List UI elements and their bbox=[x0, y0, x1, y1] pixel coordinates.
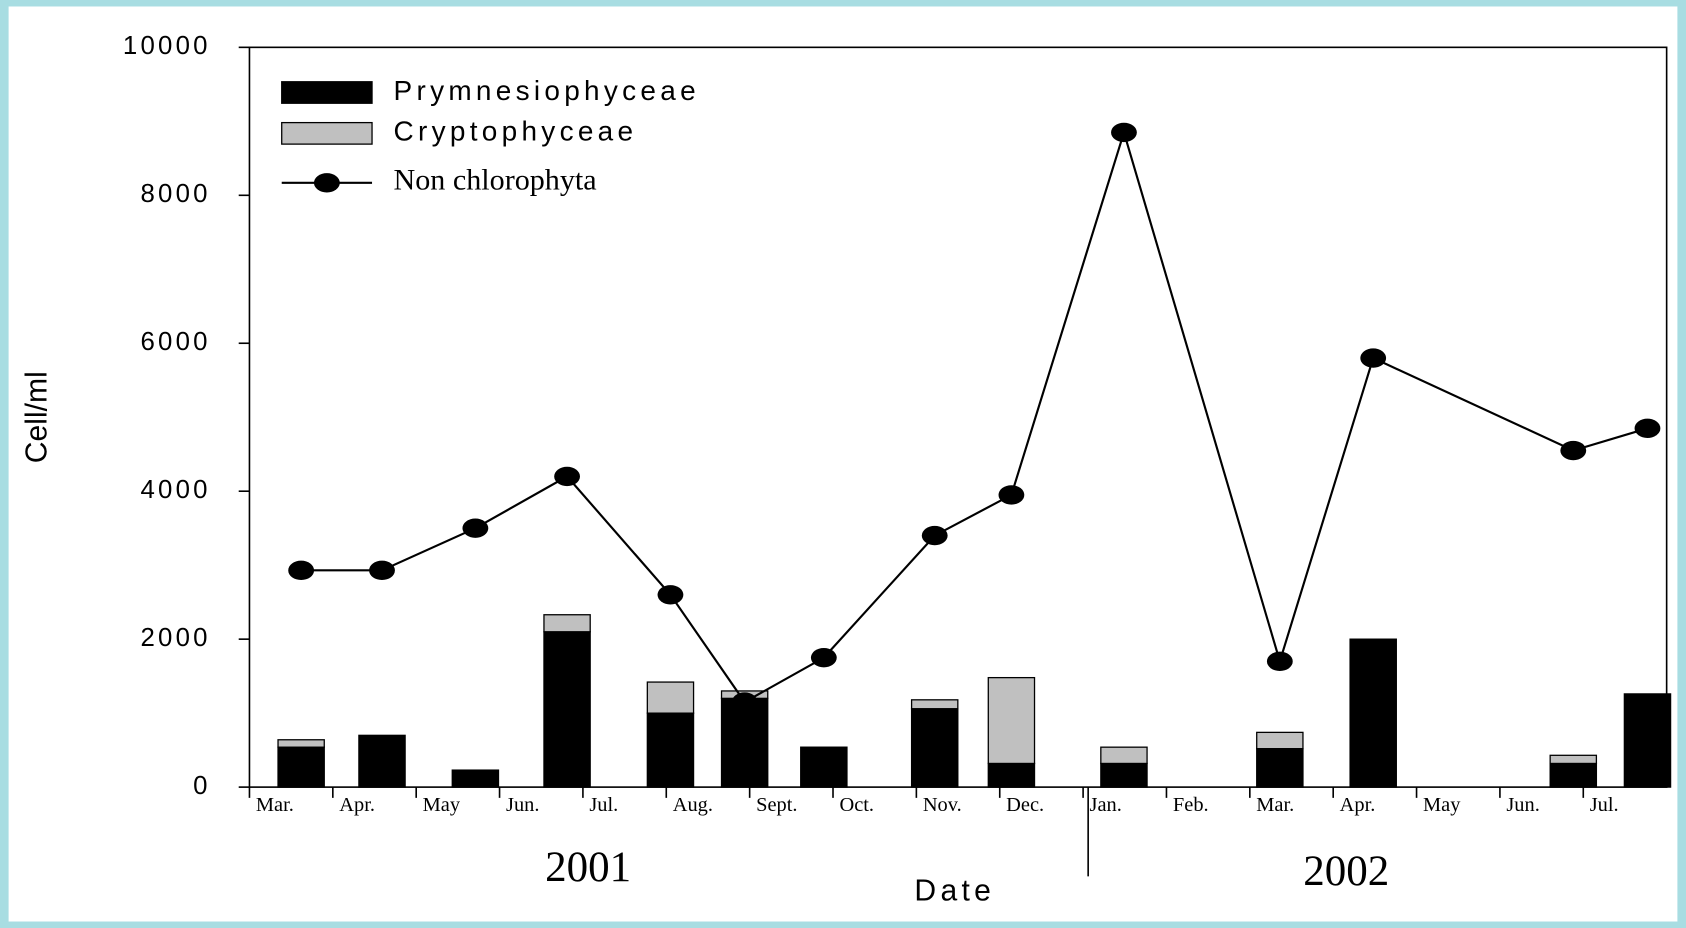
legend-label: Non chlorophyta bbox=[394, 163, 597, 197]
x-tick-label: Jul. bbox=[1590, 794, 1619, 816]
marker bbox=[1560, 440, 1587, 461]
x-tick-label: May bbox=[1423, 794, 1461, 816]
y-axis-label: Cell/ml bbox=[21, 371, 54, 463]
x-axis-label: Date bbox=[914, 874, 995, 907]
marker bbox=[921, 525, 948, 546]
bar bbox=[987, 676, 1036, 765]
x-tick-label: May bbox=[423, 794, 461, 816]
x-tick-label: Jul. bbox=[589, 794, 618, 816]
bar bbox=[1349, 638, 1397, 788]
bar bbox=[646, 712, 695, 788]
marker bbox=[731, 692, 758, 712]
x-tick-label: Jun. bbox=[1506, 794, 1539, 816]
bar bbox=[910, 708, 959, 788]
bar bbox=[910, 699, 959, 710]
bar bbox=[720, 697, 769, 788]
marker bbox=[1111, 122, 1137, 143]
year-label: 2001 bbox=[545, 844, 631, 891]
marker bbox=[998, 485, 1025, 505]
bar bbox=[277, 746, 325, 788]
y-tick-label: 2000 bbox=[140, 624, 210, 652]
legend-swatch bbox=[281, 121, 373, 145]
year-label: 2002 bbox=[1303, 848, 1389, 895]
bar bbox=[1100, 746, 1148, 765]
x-tick-label: Sept. bbox=[756, 794, 797, 816]
legend-label: Cryptophyceae bbox=[394, 116, 638, 147]
x-tick-label: Oct. bbox=[839, 794, 874, 816]
legend-swatch bbox=[281, 81, 373, 104]
x-tick-label: Jun. bbox=[506, 794, 539, 816]
marker bbox=[1634, 418, 1661, 439]
x-tick-label: Mar. bbox=[256, 794, 294, 816]
bar bbox=[1623, 693, 1672, 788]
marker bbox=[369, 560, 395, 581]
bar bbox=[987, 762, 1036, 788]
x-tick-label: Apr. bbox=[1340, 794, 1376, 816]
x-tick-label: Apr. bbox=[339, 794, 375, 816]
x-tick-label: Dec. bbox=[1006, 794, 1044, 816]
bar bbox=[646, 681, 695, 714]
y-tick-label: 0 bbox=[193, 772, 211, 800]
marker bbox=[288, 560, 315, 581]
bar bbox=[543, 614, 591, 633]
y-tick-label: 6000 bbox=[140, 328, 210, 356]
bar bbox=[800, 746, 848, 788]
bar bbox=[1549, 754, 1598, 765]
bar bbox=[1549, 762, 1598, 788]
line bbox=[301, 128, 1648, 704]
bar bbox=[451, 769, 500, 788]
marker bbox=[1360, 348, 1387, 368]
legend-label: Prymnesiophyceae bbox=[394, 75, 700, 106]
x-tick-label: Nov. bbox=[923, 794, 962, 816]
y-tick-label: 8000 bbox=[140, 180, 210, 208]
legend-marker bbox=[313, 173, 340, 193]
marker bbox=[462, 518, 489, 538]
bar bbox=[1256, 748, 1304, 788]
x-tick-label: Mar. bbox=[1256, 794, 1294, 816]
bar bbox=[1256, 731, 1304, 750]
x-tick-label: Jan. bbox=[1090, 794, 1122, 816]
marker bbox=[657, 585, 684, 605]
x-tick-label: Feb. bbox=[1173, 794, 1209, 816]
y-tick-label: 10000 bbox=[123, 32, 211, 60]
marker bbox=[1266, 651, 1293, 672]
bar bbox=[358, 734, 406, 788]
y-tick-label: 4000 bbox=[140, 476, 210, 504]
x-tick-label: Aug. bbox=[673, 794, 713, 816]
marker bbox=[554, 466, 580, 487]
bar bbox=[543, 631, 591, 788]
marker bbox=[810, 647, 837, 668]
bar bbox=[277, 739, 325, 748]
bar bbox=[1100, 762, 1148, 788]
